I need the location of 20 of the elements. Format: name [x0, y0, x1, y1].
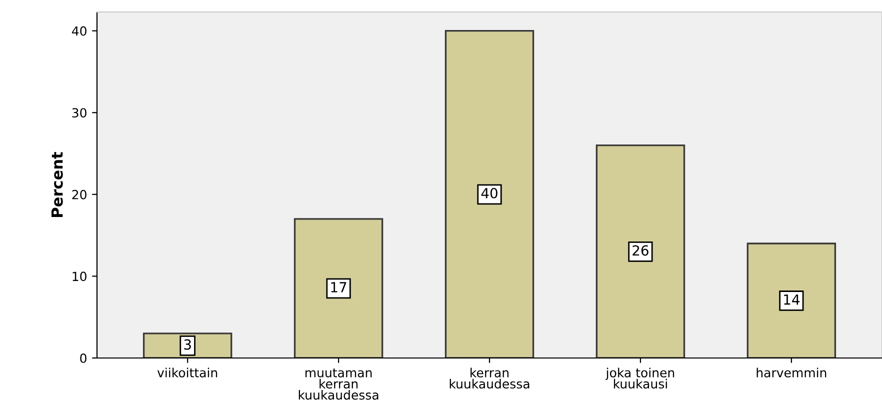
- data-label: 26: [632, 245, 648, 256]
- data-label: 40: [481, 188, 498, 198]
- bar: [596, 144, 686, 358]
- x-tick-label: muutaman kerran kuukaudessa: [298, 368, 378, 400]
- y-tick-label: 30: [72, 108, 86, 118]
- x-tick-label: joka toinen kuukausi: [606, 368, 674, 389]
- data-label: 3: [184, 339, 191, 350]
- y-tick-label: 40: [72, 26, 86, 36]
- y-tick-label: 0: [80, 353, 86, 363]
- y-tick-label: 20: [72, 190, 86, 200]
- y-tick-label: 10: [72, 272, 86, 282]
- bar: [294, 218, 384, 358]
- y-axis-title: Percent: [52, 152, 63, 217]
- x-tick-label: harvemmin: [756, 368, 826, 378]
- bar: [746, 242, 836, 358]
- data-label: 17: [331, 282, 346, 292]
- x-tick-label: kerran kuukaudessa: [450, 368, 530, 389]
- x-tick-label: viikoittain: [157, 368, 218, 378]
- bar: [444, 30, 534, 358]
- data-label: 14: [784, 294, 800, 305]
